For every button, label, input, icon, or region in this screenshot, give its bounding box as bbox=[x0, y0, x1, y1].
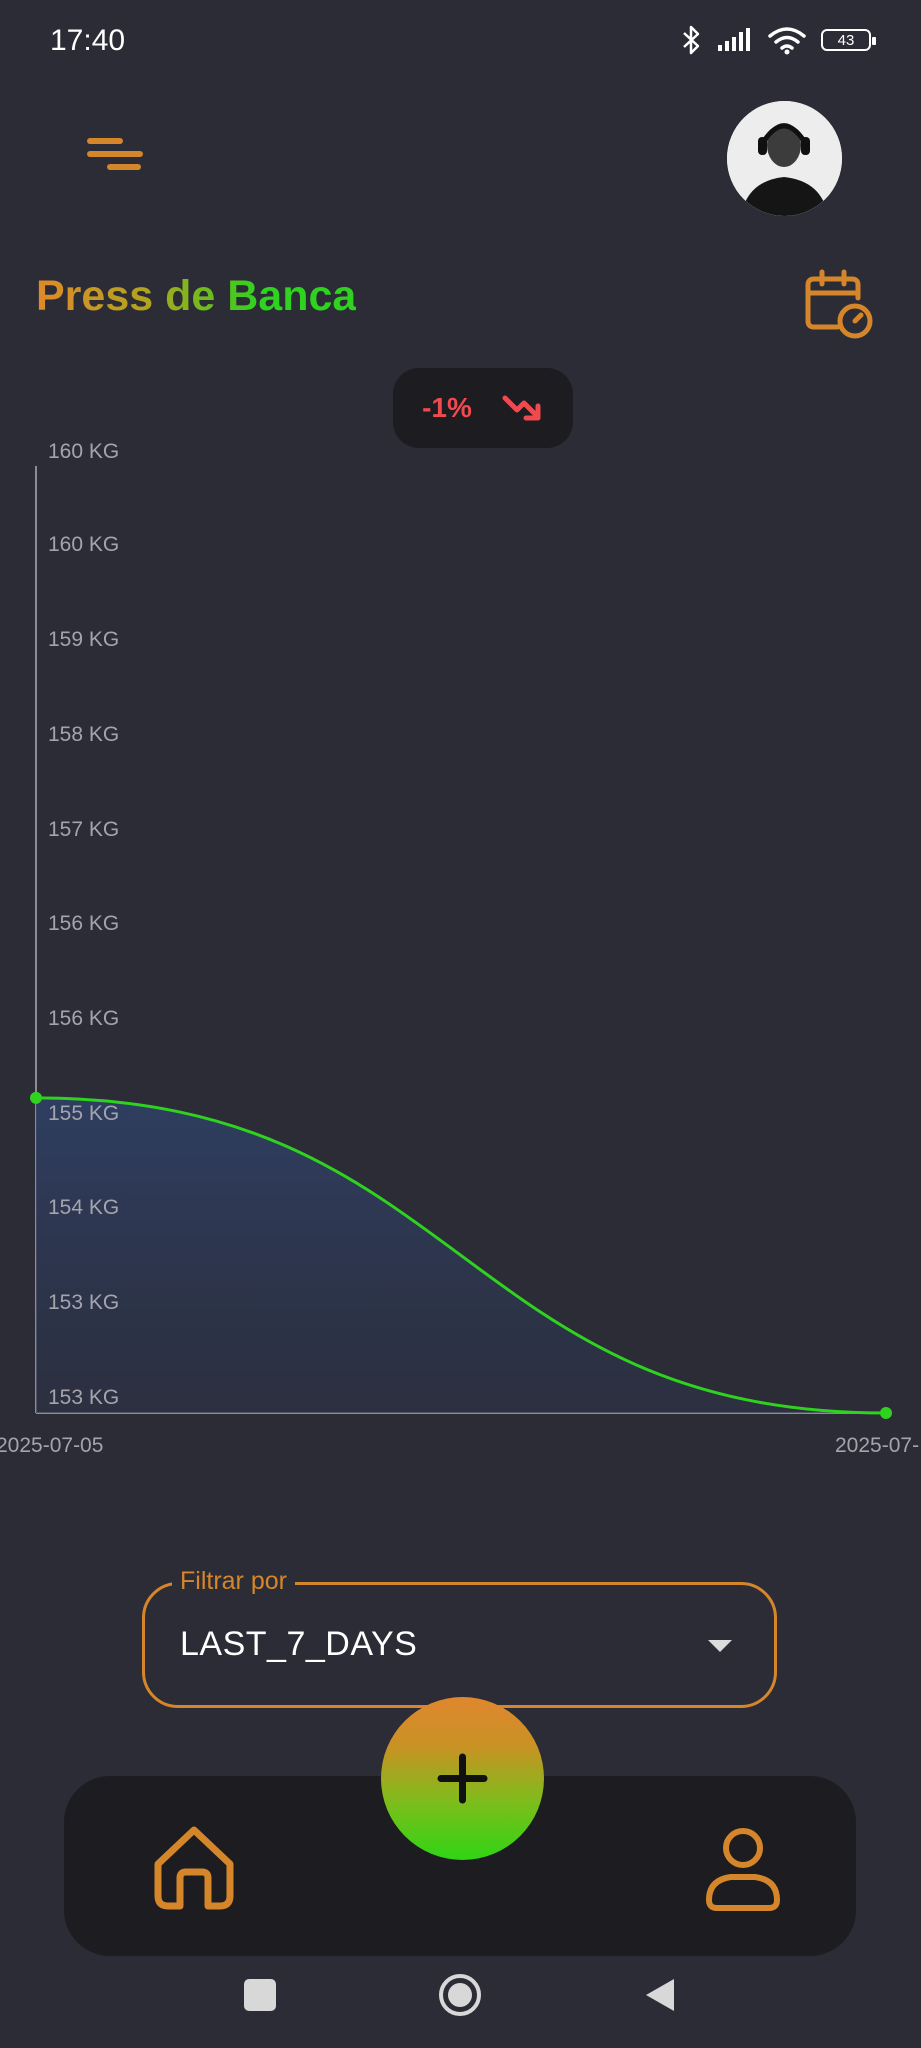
y-tick-label: 156 KG bbox=[48, 912, 120, 935]
y-tick-label: 158 KG bbox=[48, 723, 120, 746]
x-tick-label: 2025-07- bbox=[835, 1434, 920, 1457]
signal-icon bbox=[718, 28, 750, 51]
menu-icon bbox=[87, 138, 143, 170]
recents-button[interactable] bbox=[240, 1975, 280, 2015]
user-icon bbox=[706, 1828, 780, 1911]
y-tick-label: 160 KG bbox=[48, 440, 120, 463]
y-tick-label: 160 KG bbox=[48, 533, 120, 556]
y-tick-label: 154 KG bbox=[48, 1196, 120, 1219]
calendar-button[interactable] bbox=[800, 268, 876, 340]
x-tick-label: 2025-07-05 bbox=[0, 1434, 104, 1457]
page-title: Press de Banca bbox=[36, 272, 357, 320]
filter-label: Filtrar por bbox=[172, 1566, 295, 1596]
home-icon bbox=[154, 1826, 234, 1910]
series-area bbox=[36, 1097, 886, 1413]
data-point bbox=[30, 1091, 42, 1104]
avatar[interactable] bbox=[727, 101, 842, 216]
chart-svg bbox=[30, 466, 892, 1419]
data-point bbox=[880, 1407, 892, 1419]
progress-chart bbox=[0, 430, 921, 1460]
trend-badge: -1% bbox=[393, 368, 573, 448]
wifi-icon bbox=[768, 27, 806, 55]
chevron-down-icon bbox=[708, 1640, 732, 1652]
battery-level: 43 bbox=[837, 31, 855, 49]
y-tick-label: 153 KG bbox=[48, 1291, 120, 1314]
y-tick-label: 153 KG bbox=[48, 1386, 120, 1409]
calendar-clock-icon bbox=[805, 269, 873, 339]
filter-value: LAST_7_DAYS bbox=[180, 1625, 418, 1663]
y-tick-label: 159 KG bbox=[48, 628, 120, 651]
status-bar: 17:40 43 bbox=[0, 0, 921, 90]
menu-button[interactable] bbox=[80, 132, 150, 184]
battery-icon: 43 bbox=[821, 29, 876, 51]
nav-home-button[interactable] bbox=[146, 1820, 242, 1916]
status-icons: 43 bbox=[681, 24, 876, 56]
avatar-photo bbox=[727, 101, 842, 216]
back-button[interactable] bbox=[640, 1975, 680, 2015]
status-time: 17:40 bbox=[50, 24, 126, 57]
add-button[interactable] bbox=[381, 1697, 544, 1860]
bluetooth-icon bbox=[683, 25, 700, 55]
y-tick-label: 155 KG bbox=[48, 1102, 120, 1125]
system-nav-bar bbox=[0, 1960, 921, 2048]
plus-icon bbox=[437, 1753, 488, 1804]
nav-profile-button[interactable] bbox=[695, 1820, 791, 1916]
series-line bbox=[35, 1096, 887, 1415]
y-tick-label: 156 KG bbox=[48, 1007, 120, 1030]
home-nav-button[interactable] bbox=[436, 1971, 484, 2019]
y-tick-label: 157 KG bbox=[48, 818, 120, 841]
trending-down-icon bbox=[502, 395, 541, 421]
trend-value: -1% bbox=[422, 392, 472, 423]
